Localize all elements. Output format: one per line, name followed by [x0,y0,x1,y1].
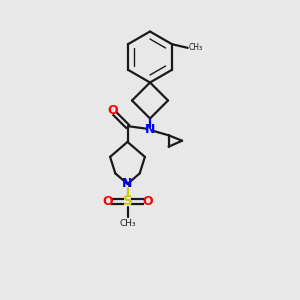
Text: S: S [122,194,133,208]
Text: O: O [102,195,113,208]
Text: O: O [142,195,153,208]
Text: O: O [108,104,118,117]
Text: N: N [145,123,155,136]
Text: CH₃: CH₃ [119,219,136,228]
Text: N: N [122,177,133,190]
Text: CH₃: CH₃ [189,43,203,52]
